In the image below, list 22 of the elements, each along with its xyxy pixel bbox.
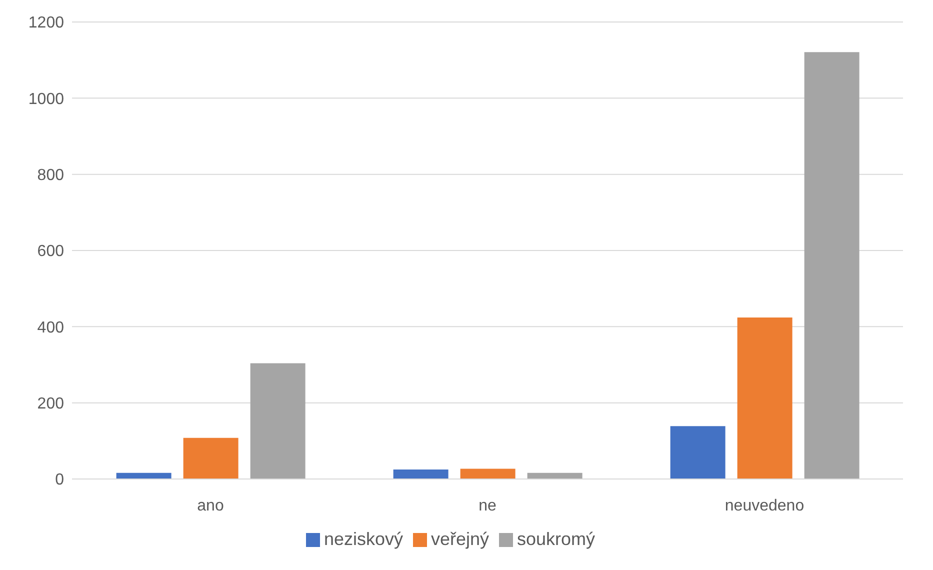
legend-label: veřejný xyxy=(430,529,490,549)
y-tick-label: 0 xyxy=(55,472,64,489)
y-tick-label: 200 xyxy=(37,396,64,413)
bar xyxy=(183,438,238,479)
bar xyxy=(250,363,306,479)
x-tick-label: ne xyxy=(478,497,496,514)
bar xyxy=(670,426,726,479)
legend-label: neziskový xyxy=(324,529,403,549)
y-tick-label: 1200 xyxy=(28,14,64,32)
bar xyxy=(804,52,860,479)
bar xyxy=(460,468,516,479)
x-tick-label: ano xyxy=(197,497,224,514)
bar xyxy=(527,472,582,479)
bar xyxy=(737,318,792,479)
y-tick-label: 400 xyxy=(37,319,64,336)
x-tick-label: neuvedeno xyxy=(724,497,804,514)
y-tick-label: 1000 xyxy=(28,90,64,108)
legend-label: soukromý xyxy=(517,529,596,549)
bar xyxy=(116,472,172,479)
bar xyxy=(393,469,448,479)
y-tick-label: 600 xyxy=(37,243,64,260)
y-tick-label: 800 xyxy=(37,167,64,184)
